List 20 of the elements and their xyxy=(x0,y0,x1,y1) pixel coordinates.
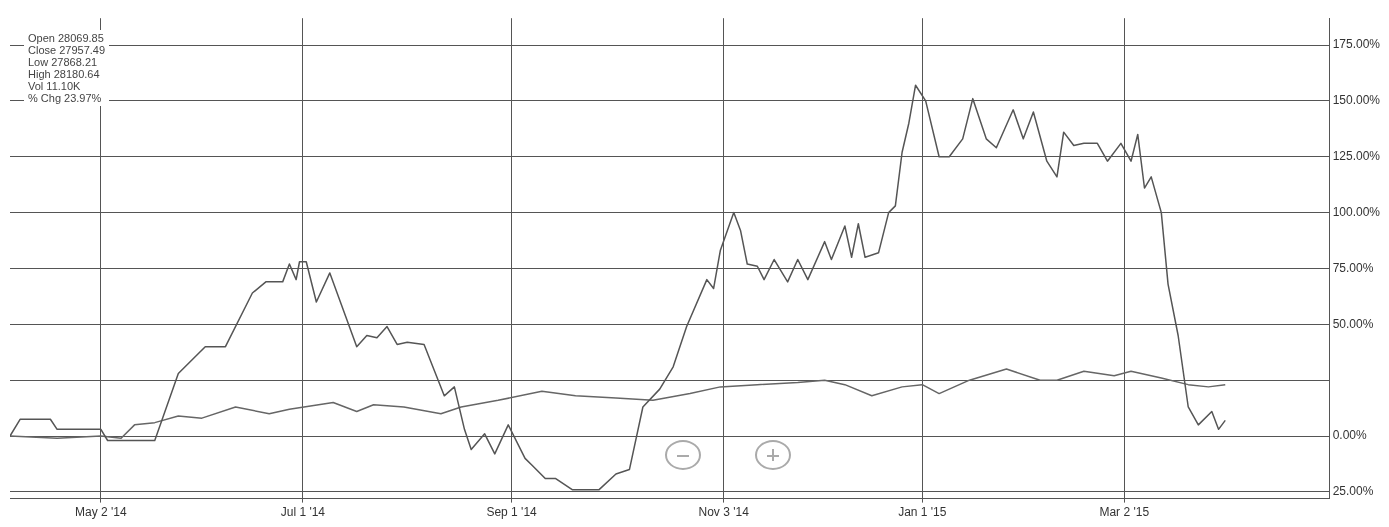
y-tick-label: 50.00% xyxy=(1332,316,1374,331)
y-tick-label: 175.00% xyxy=(1332,37,1381,52)
annotation: % Chg 23.97% xyxy=(28,92,103,104)
annotation: High 28180.64 xyxy=(28,68,101,80)
x-tick-label: May 2 '14 xyxy=(75,505,128,520)
x-tick-label: Sep 1 '14 xyxy=(486,505,538,520)
x-tick-label: Jul 1 '14 xyxy=(280,505,326,520)
annotation: Open 28069.85 xyxy=(28,32,105,44)
x-tick-label: Nov 3 '14 xyxy=(698,505,750,520)
y-tick-label: 0.00% xyxy=(1332,428,1367,443)
annotation: Close 27957.49 xyxy=(28,44,106,56)
x-tick-label: Jan 1 '15 xyxy=(898,505,947,520)
annotation: Low 27868.21 xyxy=(28,56,99,68)
y-tick-label: 150.00% xyxy=(1332,93,1381,108)
x-tick-label: Mar 2 '15 xyxy=(1099,505,1150,520)
y-tick-label: 125.00% xyxy=(1332,149,1381,164)
y-tick-label: 25.00% xyxy=(1332,484,1374,499)
y-tick-label: 100.00% xyxy=(1332,204,1381,219)
y-tick-label: 75.00% xyxy=(1332,260,1374,275)
annotation: Vol 11.10K xyxy=(28,80,82,92)
